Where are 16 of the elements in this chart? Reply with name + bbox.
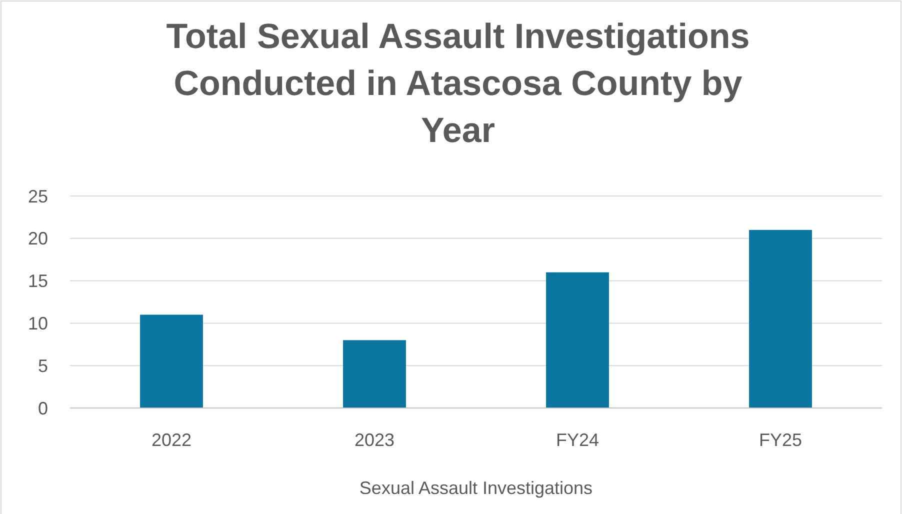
- x-tick-label: FY24: [556, 430, 600, 450]
- bar: [546, 272, 609, 408]
- y-tick-label: 25: [28, 186, 48, 206]
- bar: [343, 340, 406, 408]
- y-tick-label: 20: [28, 228, 48, 249]
- x-axis-title: Sexual Assault Investigations: [359, 478, 593, 498]
- x-tick-label: 2022: [151, 430, 192, 450]
- bar: [749, 230, 812, 408]
- y-tick-label: 0: [38, 398, 48, 418]
- y-tick-label: 10: [28, 314, 48, 334]
- chart-title: Total Sexual Assault Investigations Conducted in Atascosa County by Year: [166, 17, 750, 150]
- bar: [140, 314, 203, 408]
- x-tick-label: FY25: [758, 430, 802, 450]
- x-tick-label: 2023: [354, 430, 395, 450]
- y-tick-label: 15: [28, 271, 48, 292]
- y-tick-label: 5: [38, 356, 48, 376]
